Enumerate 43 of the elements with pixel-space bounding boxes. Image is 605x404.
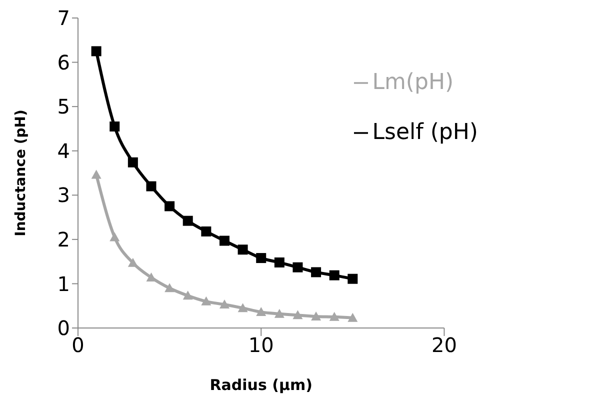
point [292,262,303,272]
y-tick-label: 3 [57,183,70,208]
y-tick-label: 4 [57,138,70,163]
point [128,157,138,168]
point [256,253,266,264]
point [91,170,102,179]
y-axis-title: Inductance (pH) [12,110,29,236]
point [274,308,284,318]
y-tick-label: 6 [57,50,70,74]
y-tick-label: 2 [57,228,70,252]
point [146,181,156,192]
point [110,232,120,242]
point [238,244,248,255]
legend-label: Lm(pH) [372,70,454,95]
point [292,310,303,320]
x-axis-title: Radius (µm) [210,376,312,394]
point [91,46,102,56]
point [182,290,193,300]
point [238,303,248,312]
y-tick-label: 7 [57,6,70,30]
point [329,270,340,280]
point [219,236,230,246]
point [110,122,120,132]
point [329,312,340,321]
point [348,312,358,322]
point [201,296,212,306]
y-tick-label: 1 [57,272,70,296]
point [219,300,230,309]
point [311,311,322,320]
legend-label: Lself (pH) [372,120,478,145]
point [256,307,266,316]
x-tick-label: 20 [431,333,457,358]
point [182,216,193,226]
y-tick-label: 5 [57,94,70,119]
point [164,201,175,212]
point [274,257,284,268]
point [164,283,175,292]
point [311,267,322,278]
point [348,274,358,284]
y-tick-label: 0 [57,316,70,340]
point [201,226,212,236]
x-tick-label: 10 [248,333,274,358]
point [128,258,138,267]
